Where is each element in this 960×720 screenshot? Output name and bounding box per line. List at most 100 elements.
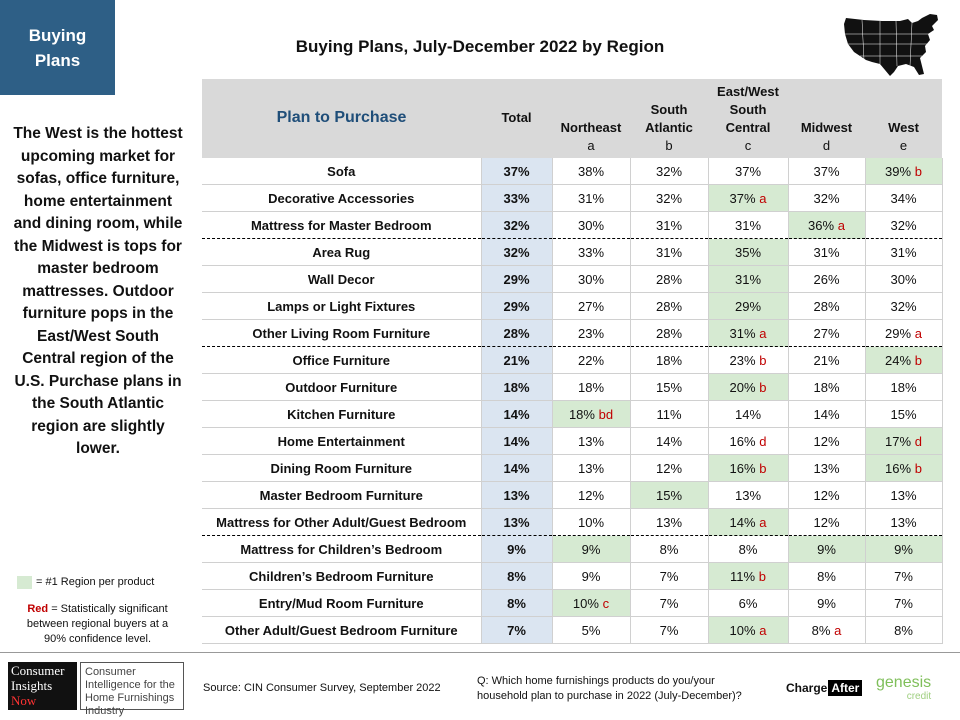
table-row: Mattress for Children’s Bedroom 9% 9% 8% 8% 9… <box>202 535 943 563</box>
cell-value: 18% <box>813 379 840 395</box>
significance-marker: d <box>914 433 922 449</box>
region-cell: 18% bd <box>552 400 631 428</box>
region-cell: 9% <box>788 535 866 563</box>
cell-value: 8% <box>894 622 913 638</box>
cell-value: 28% <box>655 298 683 314</box>
region-cell: 9% <box>552 535 631 563</box>
region-header: Midwest d <box>788 79 865 158</box>
plan-header: Plan to Purchase <box>202 79 481 158</box>
region-cell: 32% <box>630 184 709 212</box>
region-cell: 14% a <box>708 508 789 536</box>
region-cell: 14% <box>788 400 866 428</box>
cell-value: 31% <box>729 325 756 341</box>
cell-value: 13% <box>577 460 605 476</box>
table-row: Area Rug 32% 33% 31% 35% 31% 31% <box>202 238 943 266</box>
cell-value: 31% <box>655 244 683 260</box>
cell-value: 11% <box>730 568 756 584</box>
cell-value: 13% <box>813 460 840 476</box>
product-label: Home Entertainment <box>202 427 482 455</box>
region-cell: 10% <box>552 508 631 536</box>
cell-value: 20% <box>729 379 756 395</box>
cell-value: 7% <box>894 595 913 611</box>
cell-value: 34% <box>890 190 917 206</box>
cell-value: 29% <box>734 298 762 314</box>
region-cell: 39% b <box>865 158 943 185</box>
cell-value: 28% <box>655 325 683 341</box>
cell-value: 8% <box>811 622 831 638</box>
page-title: Buying Plans, July-December 2022 by Regi… <box>295 37 665 56</box>
region-cell: 32% <box>788 184 866 212</box>
cell-value: 12% <box>655 460 683 476</box>
region-cell: 31% <box>552 184 631 212</box>
red-note-text: = Statistically significant between regi… <box>26 603 169 645</box>
significance-marker: c <box>602 595 610 611</box>
total-cell: 32% <box>481 211 553 239</box>
total-cell: 7% <box>481 616 553 644</box>
source-note: Source: CIN Consumer Survey, September 2… <box>203 682 441 694</box>
product-label: Lamps or Light Fixtures <box>202 292 482 320</box>
region-cell: 37% a <box>708 184 789 212</box>
region-cell: 7% <box>865 562 943 590</box>
region-cell: 31% <box>708 211 789 239</box>
cell-value: 36% <box>808 217 835 233</box>
cell-value: 32% <box>890 298 917 314</box>
region-cell: 14% <box>630 427 709 455</box>
region-cell: 6% <box>708 589 789 617</box>
table-row: Dining Room Furniture 14% 13% 12% 16% b 13% 16… <box>202 454 943 482</box>
product-label: Kitchen Furniture <box>202 400 482 428</box>
cell-value: 16% <box>729 433 756 449</box>
region-cell: 15% <box>630 481 709 509</box>
region-header: East/West South Central c <box>708 79 788 158</box>
region-cell: 30% <box>552 211 631 239</box>
cell-value: 31% <box>655 217 683 233</box>
table-row: Kitchen Furniture 14% 18% bd 11% 14% 14% 15% <box>202 400 943 428</box>
cell-value: 9% <box>817 595 836 611</box>
cell-value: 32% <box>655 190 683 206</box>
region-cell: 8% a <box>788 616 866 644</box>
total-cell: 18% <box>481 373 553 401</box>
cell-value: 10% <box>577 514 605 530</box>
table-row: Home Entertainment 14% 13% 14% 16% d 12% 17% d <box>202 427 943 455</box>
cell-value: 33% <box>577 244 605 260</box>
region-cell: 13% <box>630 508 709 536</box>
region-cell: 7% <box>630 616 709 644</box>
region-cell: 18% <box>865 373 943 401</box>
region-cell: 32% <box>630 158 709 185</box>
region-cell: 7% <box>630 589 709 617</box>
region-cell: 12% <box>552 481 631 509</box>
chargeafter-logo: Charge After <box>786 680 863 696</box>
region-cell: 28% <box>630 292 709 320</box>
region-cell: 30% <box>552 265 631 293</box>
cell-value: 29% <box>885 325 912 341</box>
total-cell: 13% <box>481 481 553 509</box>
cell-value: 38% <box>577 163 605 179</box>
cell-value: 8% <box>738 541 758 557</box>
region-cell: 31% <box>865 238 943 266</box>
cell-value: 15% <box>890 406 917 422</box>
region-cell: 10% c <box>552 589 631 617</box>
region-cell: 11% <box>630 400 709 428</box>
product-label: Area Rug <box>202 238 482 266</box>
region-cell: 9% <box>788 589 866 617</box>
significance-marker: bd <box>598 406 614 422</box>
region-cell: 16% b <box>708 454 789 482</box>
cell-value: 9% <box>581 568 601 584</box>
region-cell: 31% a <box>708 319 789 347</box>
region-cell: 30% <box>865 265 943 293</box>
region-cell: 28% <box>630 265 709 293</box>
region-cell: 15% <box>865 400 943 428</box>
region-cell: 8% <box>708 535 789 563</box>
cell-value: 30% <box>577 271 605 287</box>
cell-value: 31% <box>577 190 605 206</box>
badge-line-1: Buying <box>28 25 87 45</box>
cell-value: 14% <box>655 433 683 449</box>
product-label: Mattress for Master Bedroom <box>202 211 482 239</box>
cell-value: 18% <box>577 379 605 395</box>
cin-tagline: Consumer Intelligence for the Home Furni… <box>80 662 184 717</box>
cin-logo: Consumer Insights Now <box>8 662 77 710</box>
product-label: Dining Room Furniture <box>202 454 482 482</box>
cell-value: 10% <box>729 622 756 638</box>
table-row: Master Bedroom Furniture 13% 12% 15% 13% 12% 1… <box>202 481 943 509</box>
cell-value: 22% <box>577 352 605 368</box>
table-row: Entry/Mud Room Furniture 8% 10% c 7% 6% 9% 7% <box>202 589 943 617</box>
